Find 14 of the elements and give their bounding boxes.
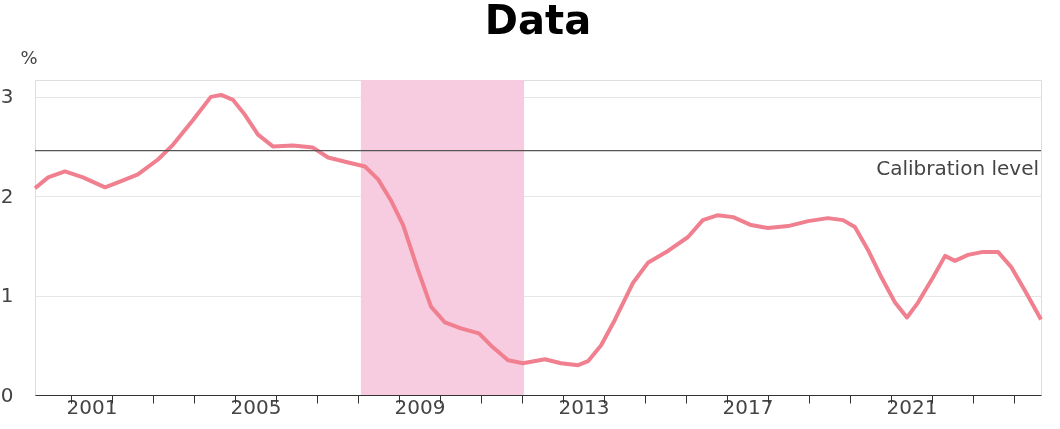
x-tick-label: 2013 bbox=[558, 394, 610, 419]
x-tick-label: 2001 bbox=[66, 394, 118, 419]
y-tick-label: 2 bbox=[0, 183, 14, 208]
y-tick-label: 3 bbox=[0, 84, 14, 109]
x-tick-label: 2021 bbox=[886, 394, 938, 419]
x-tick-label: 2009 bbox=[394, 394, 446, 419]
x-tick-label: 2017 bbox=[722, 394, 774, 419]
y-tick-label: 0 bbox=[0, 382, 14, 407]
chart-title: Data bbox=[484, 0, 592, 43]
y-tick-label: 1 bbox=[0, 283, 14, 308]
line-series bbox=[33, 92, 1043, 368]
x-tick-label: 2005 bbox=[230, 394, 282, 419]
y-axis-title: % bbox=[20, 47, 38, 68]
ref-line-label: Calibration level bbox=[876, 155, 1039, 180]
